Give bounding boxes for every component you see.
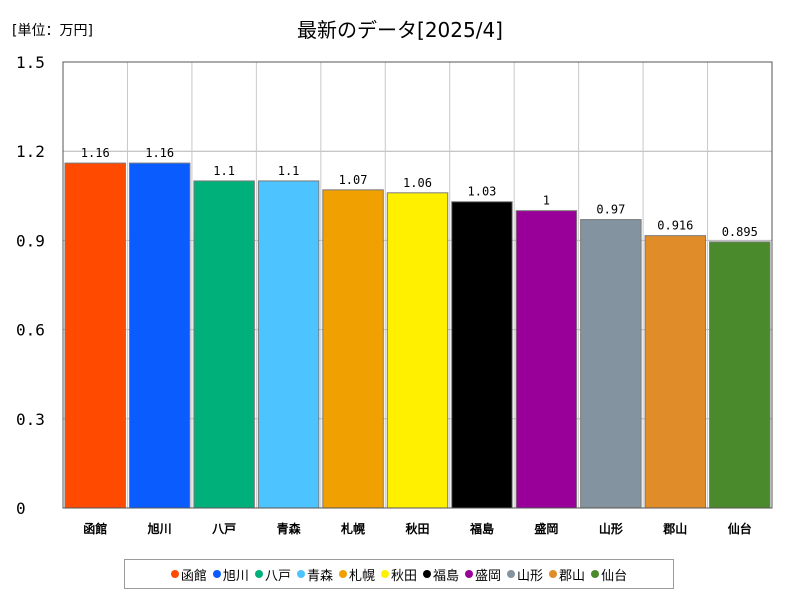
- data-label: 1.16: [81, 146, 110, 160]
- data-label: 0.97: [596, 203, 625, 217]
- legend-item: 盛岡: [465, 565, 501, 584]
- legend-label: 八戸: [264, 568, 291, 584]
- x-tick-label: 秋田: [405, 521, 429, 536]
- legend-item: 仙台: [591, 565, 627, 584]
- legend-marker: [465, 570, 474, 578]
- x-tick-label: 盛岡: [534, 521, 558, 536]
- legend-marker: [212, 570, 221, 578]
- legend-label: 盛岡: [475, 568, 502, 584]
- legend: 函館 旭川 八戸 青森 札幌 秋田 福島 盛岡 山形 郡山 仙台: [124, 559, 674, 589]
- y-tick-label: 0.6: [16, 321, 45, 340]
- unit-label: [単位：万円]: [12, 23, 93, 39]
- plot-area: 1.16 1.16 1.1 1.1 1.07 1.06 1.03 1 0.97 0.916 0.89…: [16, 53, 773, 536]
- x-tick-label: 福島: [469, 521, 494, 536]
- legend-label: 旭川: [222, 568, 249, 584]
- x-tick-label: 山形: [599, 521, 623, 536]
- data-label: 1.03: [468, 185, 497, 199]
- bar: [322, 189, 384, 509]
- legend-marker: [507, 570, 516, 578]
- legend-item: 旭川: [212, 565, 249, 584]
- legend-label: 山形: [517, 568, 544, 584]
- y-tick-label: 1.2: [16, 142, 45, 161]
- x-tick-label: 札幌: [340, 521, 365, 536]
- bar: [257, 180, 320, 509]
- data-label: 0.895: [722, 225, 758, 239]
- legend-label: 郡山: [559, 568, 586, 584]
- legend-marker: [296, 570, 305, 578]
- bar: [580, 219, 642, 509]
- y-tick-label: 0.9: [16, 231, 45, 250]
- legend-item: 郡山: [549, 565, 585, 584]
- legend-marker: [591, 570, 600, 578]
- legend-marker: [549, 570, 558, 578]
- legend-marker: [338, 570, 347, 578]
- legend-marker: [254, 570, 263, 578]
- data-label: 1: [543, 194, 550, 208]
- bar: [386, 192, 449, 509]
- legend-item: 秋田: [380, 565, 417, 584]
- data-label: 1.16: [145, 146, 174, 160]
- data-label: 1.1: [213, 164, 235, 178]
- legend-label: 札幌: [348, 568, 375, 584]
- chart-title: 最新のデータ[2025/4]: [297, 18, 503, 42]
- legend-label: 仙台: [601, 568, 628, 584]
- bar: [451, 201, 513, 509]
- x-tick-label: 八戸: [211, 522, 236, 536]
- y-tick-label: 1.5: [16, 53, 45, 72]
- bar: [644, 235, 707, 509]
- bar: [515, 210, 578, 509]
- x-tick-label: 青森: [277, 521, 302, 536]
- data-label: 1.07: [339, 173, 368, 187]
- legend-label: 秋田: [390, 568, 417, 584]
- legend-label: 函館: [180, 568, 207, 584]
- x-tick-label: 旭川: [147, 521, 172, 536]
- bar: [128, 162, 191, 509]
- legend-item: 八戸: [254, 565, 291, 584]
- legend-item: 福島: [423, 565, 459, 584]
- data-label: 1.1: [278, 164, 300, 178]
- legend-item: 山形: [507, 565, 543, 584]
- legend-item: 青森: [296, 565, 333, 584]
- data-label: 1.06: [403, 176, 432, 190]
- legend-marker: [423, 570, 431, 578]
- bar: [64, 162, 126, 509]
- x-tick-label: 仙台: [728, 521, 752, 536]
- bar: [709, 241, 771, 509]
- x-tick-label: 郡山: [662, 521, 687, 536]
- bar: [193, 180, 255, 509]
- legend-label: 福島: [433, 568, 460, 584]
- plot-frame: [62, 61, 773, 509]
- legend-marker: [380, 570, 389, 578]
- legend-item: 函館: [170, 565, 207, 584]
- legend-item: 札幌: [338, 565, 375, 584]
- x-tick-label: 函館: [83, 521, 107, 536]
- y-tick-label: 0.3: [16, 410, 45, 429]
- legend-label: 青森: [306, 568, 333, 584]
- legend-marker: [170, 570, 179, 578]
- y-tick-label: 0: [16, 499, 26, 518]
- data-label: 0.916: [657, 219, 693, 233]
